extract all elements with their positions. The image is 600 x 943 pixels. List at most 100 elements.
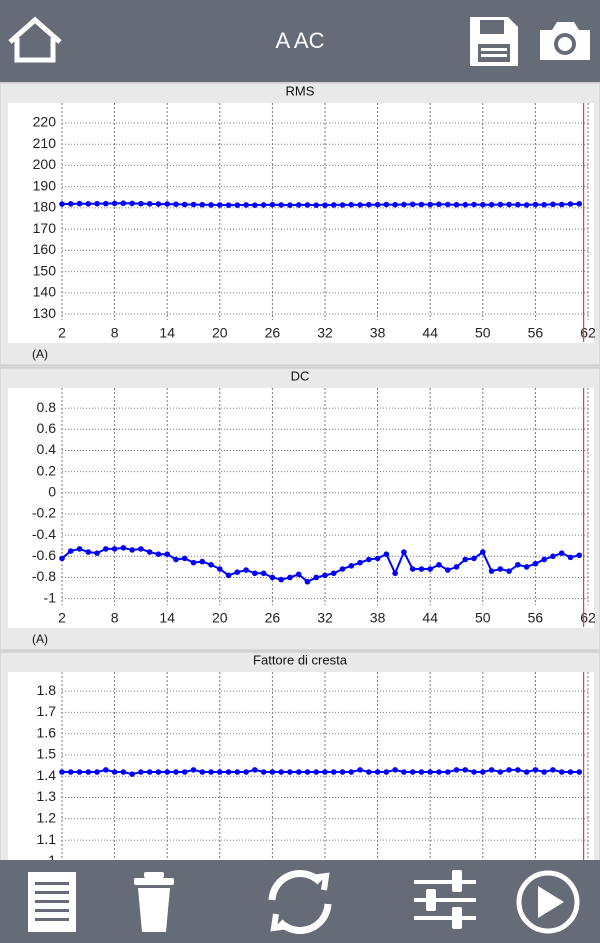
x-tick-label: 20: [212, 610, 228, 626]
data-point: [129, 547, 135, 553]
data-point: [532, 767, 539, 773]
y-tick-label: -0.8: [32, 568, 56, 584]
data-point: [164, 201, 170, 207]
header: A AC: [0, 0, 600, 82]
data-point: [532, 201, 539, 208]
data-point: [322, 202, 328, 208]
data-point: [480, 769, 486, 775]
data-point: [558, 201, 565, 208]
data-point: [374, 769, 381, 775]
data-point: [401, 201, 407, 208]
data-point: [190, 767, 197, 773]
data-point: [129, 771, 135, 777]
data-point: [304, 578, 311, 585]
data-point: [576, 769, 583, 775]
y-tick-label: 0.2: [37, 462, 57, 478]
y-tick-label: 190: [33, 177, 57, 193]
data-point: [164, 769, 170, 775]
y-tick-label: 1.5: [37, 746, 57, 762]
data-point: [444, 567, 451, 573]
data-point: [304, 769, 311, 775]
data-point: [567, 769, 574, 775]
delete-button[interactable]: [134, 872, 174, 932]
data-point: [295, 571, 302, 578]
data-point: [339, 566, 346, 572]
y-tick-label: 160: [33, 241, 57, 257]
data-point: [243, 202, 249, 208]
data-point: [427, 566, 434, 572]
data-point: [173, 556, 179, 563]
data-point: [138, 769, 144, 775]
data-point: [243, 567, 249, 573]
list-button[interactable]: [28, 872, 76, 932]
x-tick-label: 8: [111, 325, 119, 341]
x-tick-label: 44: [422, 610, 438, 626]
save-button[interactable]: [470, 17, 518, 66]
y-tick-label: 170: [33, 220, 57, 236]
data-point: [190, 559, 197, 566]
data-point: [497, 566, 504, 572]
y-tick-label: 0.8: [37, 399, 57, 415]
data-point: [252, 570, 258, 577]
data-point: [339, 202, 346, 208]
data-point: [392, 767, 398, 773]
data-point: [67, 769, 74, 775]
data-point: [295, 769, 302, 775]
data-point: [111, 546, 118, 552]
data-point: [85, 769, 92, 775]
data-point: [401, 769, 407, 775]
data-point: [488, 568, 495, 574]
x-tick-label: 62: [580, 610, 596, 626]
data-point: [550, 201, 556, 208]
data-point: [339, 769, 346, 775]
chart-panel: DC (A) -1 -0.8 -0.6 -0.4 -0.2 0 0.2 0.4 0.6 0.8 2 8 14…: [0, 367, 600, 651]
data-point: [208, 769, 214, 775]
data-point: [252, 202, 258, 208]
data-point: [269, 201, 276, 208]
refresh-button[interactable]: [268, 870, 332, 934]
data-point: [260, 570, 267, 577]
data-point: [471, 201, 477, 208]
data-point: [155, 551, 162, 557]
data-point: [427, 769, 434, 775]
data-point: [59, 555, 65, 562]
home-button[interactable]: [8, 16, 62, 63]
data-point: [129, 200, 135, 207]
settings-button[interactable]: [414, 870, 476, 929]
x-tick-label: 32: [317, 325, 333, 341]
data-point: [383, 201, 390, 208]
data-point: [103, 200, 109, 207]
chart-panel: RMS (A) 130 140 150 160 170 180 190 200 210 220 2 8 14…: [0, 82, 600, 366]
data-point: [260, 202, 267, 208]
plot: [59, 545, 583, 585]
data-point: [164, 551, 170, 557]
camera-button[interactable]: [540, 22, 590, 60]
data-point: [515, 767, 521, 773]
x-tick-label: 26: [265, 610, 281, 626]
data-point: [295, 202, 302, 208]
data-point: [523, 202, 530, 208]
y-tick-label: 1.1: [37, 831, 57, 847]
data-point: [85, 549, 92, 555]
x-tick-label: 56: [528, 610, 544, 626]
data-point: [103, 546, 109, 552]
data-point: [287, 574, 293, 581]
data-point: [234, 202, 241, 208]
y-tick-label: 220: [33, 114, 57, 130]
y-tick-label: 1.6: [37, 724, 57, 740]
play-button[interactable]: [516, 870, 580, 934]
data-point: [480, 201, 486, 208]
y-tick-label: 210: [33, 135, 57, 151]
data-point: [418, 566, 425, 572]
data-point: [550, 553, 556, 560]
data-point: [348, 563, 355, 569]
x-tick-label: 14: [159, 325, 175, 341]
data-point: [374, 555, 381, 562]
data-point: [506, 767, 512, 773]
data-point: [357, 559, 363, 566]
data-point: [181, 555, 188, 562]
data-point: [541, 201, 547, 208]
data-point: [94, 550, 100, 556]
data-point: [541, 769, 547, 775]
